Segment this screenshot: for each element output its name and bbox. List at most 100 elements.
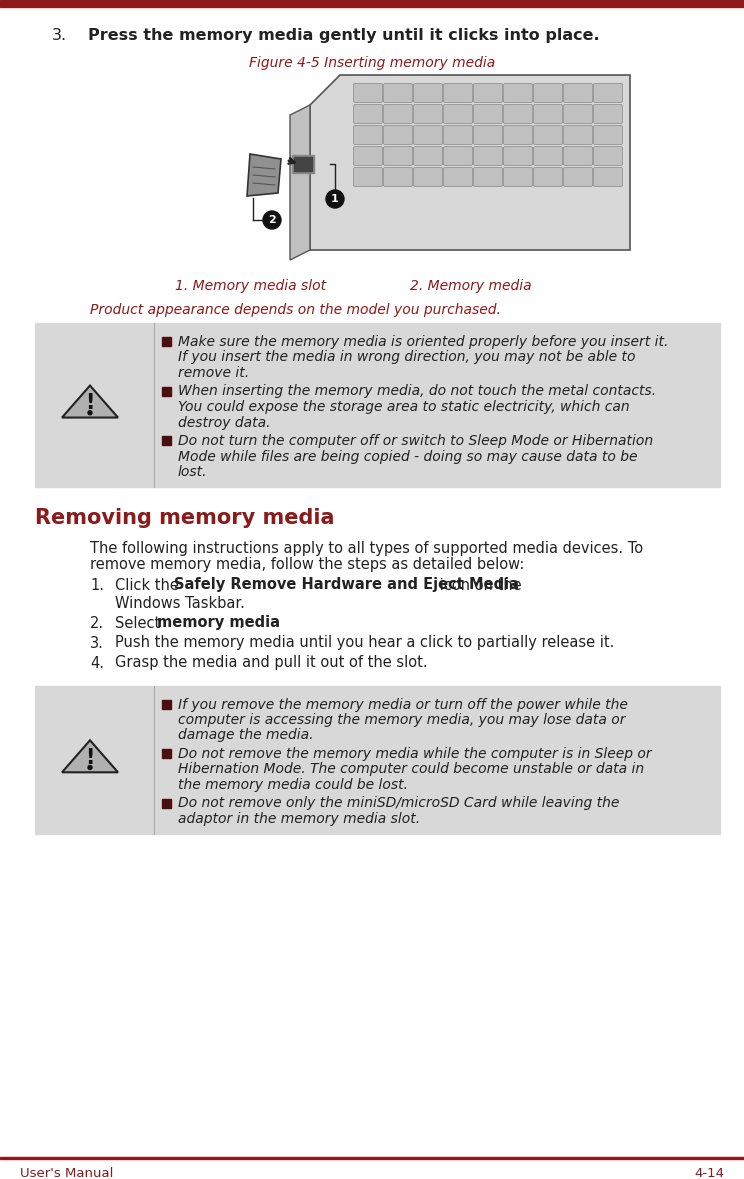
FancyBboxPatch shape bbox=[533, 84, 562, 103]
Text: .: . bbox=[239, 615, 243, 631]
Bar bbox=[162, 749, 171, 758]
FancyBboxPatch shape bbox=[594, 167, 623, 186]
Circle shape bbox=[88, 410, 92, 415]
Text: Product appearance depends on the model you purchased.: Product appearance depends on the model … bbox=[90, 303, 501, 317]
Circle shape bbox=[263, 211, 281, 229]
FancyBboxPatch shape bbox=[414, 105, 443, 124]
Text: 1.: 1. bbox=[90, 578, 104, 593]
FancyBboxPatch shape bbox=[594, 105, 623, 124]
FancyBboxPatch shape bbox=[414, 84, 443, 103]
Text: lost.: lost. bbox=[178, 465, 208, 479]
FancyBboxPatch shape bbox=[533, 125, 562, 145]
Text: !: ! bbox=[86, 393, 94, 413]
Text: 2.: 2. bbox=[90, 615, 104, 631]
Text: remove it.: remove it. bbox=[178, 365, 249, 380]
Text: Hibernation Mode. The computer could become unstable or data in: Hibernation Mode. The computer could bec… bbox=[178, 763, 644, 777]
Bar bbox=[35, 323, 720, 487]
Text: If you insert the media in wrong direction, you may not be able to: If you insert the media in wrong directi… bbox=[178, 350, 635, 364]
FancyBboxPatch shape bbox=[563, 105, 592, 124]
FancyBboxPatch shape bbox=[563, 84, 592, 103]
Text: 2. Memory media: 2. Memory media bbox=[410, 279, 532, 294]
Bar bbox=[294, 157, 312, 171]
FancyBboxPatch shape bbox=[443, 105, 472, 124]
Bar bbox=[162, 337, 171, 345]
Text: Make sure the memory media is oriented properly before you insert it.: Make sure the memory media is oriented p… bbox=[178, 335, 668, 349]
FancyBboxPatch shape bbox=[383, 105, 412, 124]
Text: Figure 4-5 Inserting memory media: Figure 4-5 Inserting memory media bbox=[249, 55, 495, 70]
Text: 2: 2 bbox=[268, 215, 276, 225]
Text: Do not remove only the miniSD/microSD Card while leaving the: Do not remove only the miniSD/microSD Ca… bbox=[178, 797, 619, 810]
Bar bbox=[162, 699, 171, 709]
Text: adaptor in the memory media slot.: adaptor in the memory media slot. bbox=[178, 812, 420, 826]
FancyBboxPatch shape bbox=[414, 125, 443, 145]
Bar bbox=[35, 685, 720, 834]
Text: Do not remove the memory media while the computer is in Sleep or: Do not remove the memory media while the… bbox=[178, 747, 652, 760]
Bar bbox=[0, 1157, 744, 1159]
FancyBboxPatch shape bbox=[504, 125, 533, 145]
FancyBboxPatch shape bbox=[353, 105, 382, 124]
FancyBboxPatch shape bbox=[414, 167, 443, 186]
Text: Removing memory media: Removing memory media bbox=[35, 508, 335, 528]
Bar bbox=[292, 154, 314, 173]
FancyBboxPatch shape bbox=[383, 125, 412, 145]
Circle shape bbox=[326, 190, 344, 208]
Text: Windows Taskbar.: Windows Taskbar. bbox=[115, 595, 245, 611]
FancyBboxPatch shape bbox=[473, 84, 502, 103]
Bar bbox=[160, 70, 635, 265]
FancyBboxPatch shape bbox=[383, 84, 412, 103]
FancyBboxPatch shape bbox=[443, 146, 472, 165]
FancyBboxPatch shape bbox=[594, 84, 623, 103]
FancyBboxPatch shape bbox=[504, 84, 533, 103]
Text: User's Manual: User's Manual bbox=[20, 1167, 113, 1179]
FancyBboxPatch shape bbox=[353, 125, 382, 145]
Text: Press the memory media gently until it clicks into place.: Press the memory media gently until it c… bbox=[88, 28, 600, 42]
Text: You could expose the storage area to static electricity, which can: You could expose the storage area to sta… bbox=[178, 400, 629, 414]
FancyBboxPatch shape bbox=[443, 125, 472, 145]
Text: The following instructions apply to all types of supported media devices. To: The following instructions apply to all … bbox=[90, 540, 643, 555]
FancyBboxPatch shape bbox=[353, 84, 382, 103]
FancyBboxPatch shape bbox=[563, 167, 592, 186]
FancyBboxPatch shape bbox=[563, 125, 592, 145]
FancyBboxPatch shape bbox=[594, 146, 623, 165]
FancyBboxPatch shape bbox=[353, 167, 382, 186]
Text: computer is accessing the memory media, you may lose data or: computer is accessing the memory media, … bbox=[178, 713, 626, 727]
Polygon shape bbox=[310, 75, 630, 250]
Bar bbox=[162, 798, 171, 808]
FancyBboxPatch shape bbox=[353, 146, 382, 165]
Text: Click the: Click the bbox=[115, 578, 184, 593]
FancyBboxPatch shape bbox=[594, 125, 623, 145]
FancyBboxPatch shape bbox=[533, 146, 562, 165]
Text: icon on the: icon on the bbox=[434, 578, 522, 593]
FancyBboxPatch shape bbox=[504, 105, 533, 124]
FancyBboxPatch shape bbox=[504, 167, 533, 186]
Text: Do not turn the computer off or switch to Sleep Mode or Hibernation: Do not turn the computer off or switch t… bbox=[178, 434, 653, 448]
FancyBboxPatch shape bbox=[383, 167, 412, 186]
Bar bbox=[0, 0, 744, 7]
FancyBboxPatch shape bbox=[533, 167, 562, 186]
Polygon shape bbox=[62, 740, 118, 772]
FancyBboxPatch shape bbox=[473, 105, 502, 124]
FancyBboxPatch shape bbox=[473, 167, 502, 186]
Text: remove memory media, follow the steps as detailed below:: remove memory media, follow the steps as… bbox=[90, 558, 525, 573]
Text: 4.: 4. bbox=[90, 656, 104, 671]
Text: memory media: memory media bbox=[157, 615, 280, 631]
Text: If you remove the memory media or turn off the power while the: If you remove the memory media or turn o… bbox=[178, 698, 628, 711]
FancyBboxPatch shape bbox=[443, 84, 472, 103]
FancyBboxPatch shape bbox=[504, 146, 533, 165]
Text: Mode while files are being copied - doing so may cause data to be: Mode while files are being copied - doin… bbox=[178, 449, 638, 463]
Text: Push the memory media until you hear a click to partially release it.: Push the memory media until you hear a c… bbox=[115, 635, 615, 651]
FancyBboxPatch shape bbox=[414, 146, 443, 165]
FancyBboxPatch shape bbox=[533, 105, 562, 124]
Text: destroy data.: destroy data. bbox=[178, 415, 271, 429]
Text: 1. Memory media slot: 1. Memory media slot bbox=[175, 279, 326, 294]
Text: the memory media could be lost.: the memory media could be lost. bbox=[178, 778, 408, 792]
Polygon shape bbox=[247, 154, 281, 196]
Circle shape bbox=[88, 765, 92, 770]
Polygon shape bbox=[62, 386, 118, 417]
Text: Safely Remove Hardware and Eject Media: Safely Remove Hardware and Eject Media bbox=[175, 578, 519, 593]
FancyBboxPatch shape bbox=[383, 146, 412, 165]
Text: 1: 1 bbox=[331, 195, 339, 204]
FancyBboxPatch shape bbox=[473, 146, 502, 165]
Bar bbox=[162, 387, 171, 395]
Text: damage the media.: damage the media. bbox=[178, 729, 313, 743]
